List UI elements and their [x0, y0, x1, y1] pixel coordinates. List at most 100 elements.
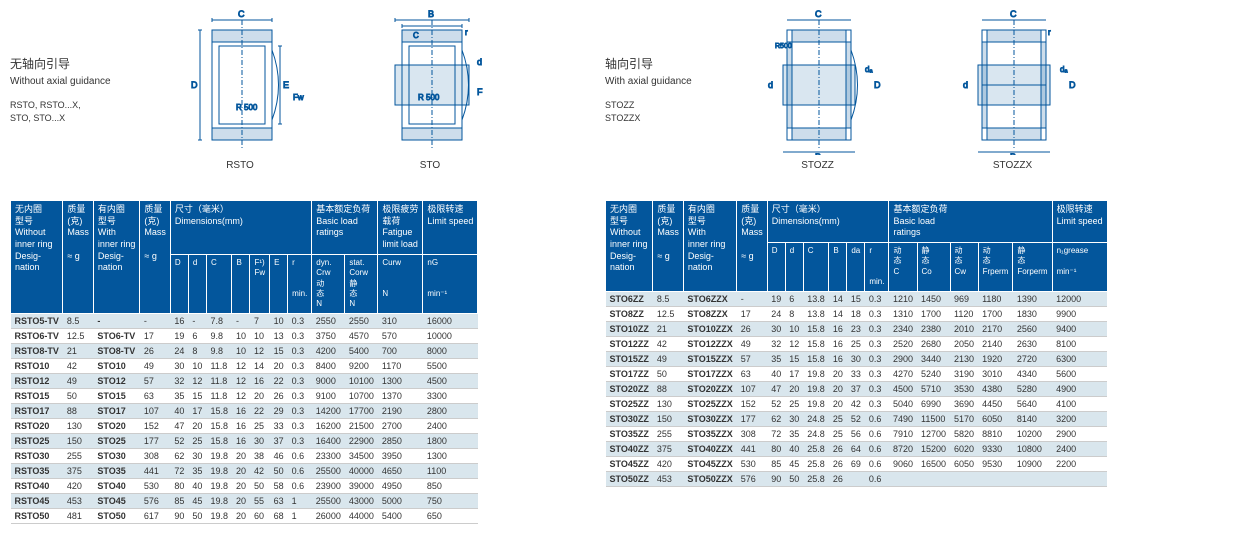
table-cell: 24: [767, 306, 785, 321]
table-cell: 42: [847, 396, 865, 411]
table-cell: 44000: [345, 508, 378, 523]
table-row: RSTO35375STO35441723519.82042500.6255004…: [11, 463, 478, 478]
table-cell: 30: [847, 351, 865, 366]
table-cell: 26: [270, 388, 288, 403]
table-cell: 20: [250, 388, 270, 403]
table-cell: 85: [767, 456, 785, 471]
table-cell: 375: [63, 463, 94, 478]
table-cell: 8810: [978, 426, 1013, 441]
table-cell: 23: [847, 321, 865, 336]
table-cell: 0.3: [865, 321, 889, 336]
table-cell: 47: [767, 381, 785, 396]
svg-text:C: C: [413, 31, 419, 40]
table-cell: 7: [250, 313, 270, 328]
table-cell: 9200: [345, 358, 378, 373]
table-cell: 16: [170, 313, 188, 328]
table-cell: 20: [829, 381, 847, 396]
table-cell: 4570: [345, 328, 378, 343]
table-cell: STO8ZZ: [606, 306, 653, 321]
table-cell: 22: [270, 373, 288, 388]
table-cell: 25500: [312, 493, 345, 508]
table-cell: 30: [767, 321, 785, 336]
table-cell: 64: [847, 441, 865, 456]
table-cell: 15: [188, 388, 206, 403]
table-cell: 255: [653, 426, 684, 441]
table-cell: 10700: [345, 388, 378, 403]
table-cell: 2800: [423, 403, 478, 418]
diagram-label: STOZZ: [801, 160, 834, 171]
table-cell: 6: [188, 328, 206, 343]
table-cell: 10900: [1013, 456, 1052, 471]
table-cell: 46: [270, 448, 288, 463]
table-cell: STO10ZZ: [606, 321, 653, 336]
table-row: STO25ZZ130STO25ZZX152522519.820420.35040…: [606, 396, 1108, 411]
table-cell: 25: [847, 336, 865, 351]
table-cell: [978, 471, 1013, 486]
table-cell: 18: [847, 306, 865, 321]
table-cell: 0.3: [288, 373, 312, 388]
svg-text:r: r: [1048, 28, 1051, 37]
table-cell: 0.3: [865, 381, 889, 396]
table-cell: 50: [250, 478, 270, 493]
table-cell: 308: [737, 426, 768, 441]
table-cell: 16: [250, 373, 270, 388]
table-cell: 63: [737, 366, 768, 381]
table-cell: 2400: [1052, 441, 1107, 456]
table-cell: 40: [170, 403, 188, 418]
svg-text:d: d: [477, 57, 482, 67]
table-cell: 0.3: [288, 418, 312, 433]
title-en: With axial guidance: [605, 76, 750, 87]
table-cell: -: [93, 313, 140, 328]
svg-text:E: E: [283, 80, 289, 90]
table-row: STO50ZZ453STO50ZZX576905025.8260.6: [606, 471, 1108, 486]
table-cell: 4650: [378, 463, 423, 478]
table-cell: 12: [250, 343, 270, 358]
table-cell: 10100: [345, 373, 378, 388]
svg-text:C: C: [815, 10, 822, 19]
table-cell: 0.6: [865, 426, 889, 441]
svg-text:R 500: R 500: [236, 103, 258, 112]
table-cell: 1450: [917, 291, 950, 306]
diagram-stozzx: C B d dₐ D r STOZZX: [945, 10, 1080, 171]
table-cell: 576: [140, 493, 171, 508]
table-cell: RSTO17: [11, 403, 63, 418]
table-cell: 453: [653, 471, 684, 486]
table-cell: 19.8: [803, 396, 829, 411]
table-cell: 2140: [978, 336, 1013, 351]
table-cell: 20: [270, 358, 288, 373]
table-cell: STO30ZZX: [683, 411, 736, 426]
table-cell: 3750: [312, 328, 345, 343]
table-cell: 13: [270, 328, 288, 343]
table-cell: 63: [270, 493, 288, 508]
title-codes: RSTO, RSTO...X, STO, STO...X: [10, 99, 175, 124]
table-cell: 969: [950, 291, 978, 306]
table-cell: 16200: [312, 418, 345, 433]
table-cell: 6300: [1052, 351, 1107, 366]
table-cell: 570: [378, 328, 423, 343]
table-cell: 17: [785, 366, 803, 381]
table-cell: -: [232, 313, 250, 328]
table-cell: 152: [140, 418, 171, 433]
table-cell: STO25: [93, 433, 140, 448]
table-cell: 15.8: [206, 433, 232, 448]
table-cell: 30: [785, 411, 803, 426]
table-cell: 29: [270, 403, 288, 418]
table-cell: [1052, 471, 1107, 486]
table-cell: 49: [140, 358, 171, 373]
table-cell: 42: [63, 358, 94, 373]
table-cell: 12: [232, 373, 250, 388]
table-row: STO8ZZ12.5STO8ZZX1724813.814180.31310170…: [606, 306, 1108, 321]
table-row: RSTO45453STO45576854519.8205563125500430…: [11, 493, 478, 508]
table-row: RSTO8-TV21STO8-TV262489.81012150.3420054…: [11, 343, 478, 358]
table-cell: 10000: [423, 328, 478, 343]
right-thead: 无内圈 型号Without inner ring Desig- nation 质…: [606, 201, 1108, 292]
table-cell: 45: [785, 456, 803, 471]
table-cell: 20: [232, 508, 250, 523]
table-cell: 62: [767, 411, 785, 426]
table-cell: 3530: [950, 381, 978, 396]
table-cell: STO6ZZ: [606, 291, 653, 306]
table-cell: 9.8: [206, 328, 232, 343]
right-table: 无内圈 型号Without inner ring Desig- nation 质…: [605, 200, 1108, 487]
diagram-sto: R 500 B C d F r STO: [365, 10, 495, 171]
table-cell: 26: [829, 456, 847, 471]
